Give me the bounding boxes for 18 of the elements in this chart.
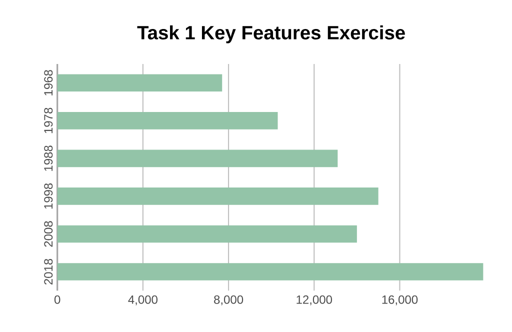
x-tick-label: 12,000 xyxy=(296,295,332,306)
y-tick-label: 1998 xyxy=(44,183,53,209)
y-tick-label: 1988 xyxy=(44,146,53,171)
bar xyxy=(57,112,278,130)
x-tick-label: 4,000 xyxy=(128,295,158,306)
x-tick-label: 0 xyxy=(54,295,60,304)
y-tick-label: 2018 xyxy=(44,258,53,285)
bar xyxy=(57,74,222,92)
bar xyxy=(57,188,378,205)
x-tick-label: 8,000 xyxy=(214,295,244,306)
bar xyxy=(57,150,338,168)
y-tick-label: 2008 xyxy=(44,221,53,247)
bar xyxy=(57,263,484,280)
x-tick-label: 16,000 xyxy=(382,295,418,306)
bar xyxy=(57,225,357,243)
chart-title: Task 1 Key Features Exercise xyxy=(137,25,405,44)
y-tick-label: 1968 xyxy=(44,70,53,96)
y-tick-label: 1978 xyxy=(44,108,53,134)
